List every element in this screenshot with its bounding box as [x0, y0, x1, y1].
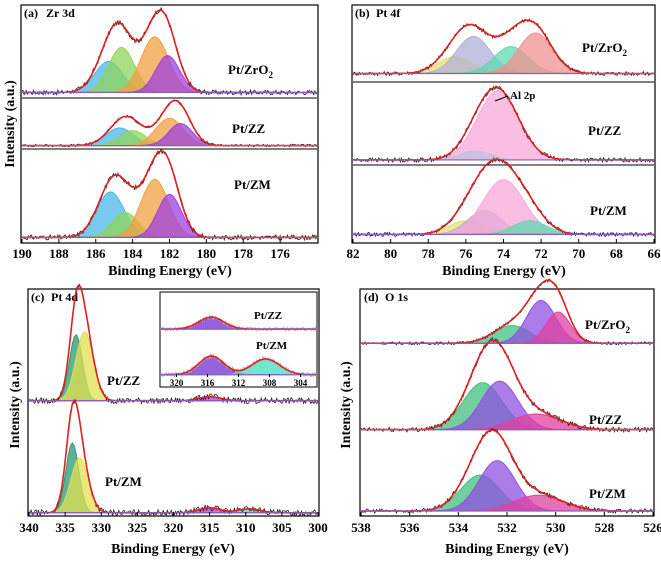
panel-b-title: Pt 4f: [376, 6, 401, 20]
x-tick-label-4: 320: [164, 520, 184, 535]
x-tick-label-8: 66: [648, 246, 661, 261]
x-tick-label-8: 300: [308, 520, 328, 535]
x-tick-label-1: 536: [400, 520, 420, 535]
panel-d-label: (d): [364, 290, 379, 304]
panel-c-sample-label-2: Pt/ZM: [105, 474, 142, 489]
panel-c-inset-plot-pt-zm: [160, 353, 317, 378]
panel-d-x-title: Binding Energy (eV): [445, 542, 569, 557]
panel-b: (b) Pt 4f Pt/ZrO2 Pt/ZZ Pt/ZM Al 2p 82 80…: [347, 4, 661, 279]
x-tick-label-5: 528: [595, 520, 615, 535]
panel-b-annotation-al2p: Al 2p: [510, 90, 535, 102]
x-tick-label-4: 304: [294, 378, 308, 388]
x-tick-label-3: 184: [123, 246, 143, 261]
panel-c-label: (c): [31, 290, 44, 304]
panel-b-plot-pt-zro2: [352, 18, 655, 77]
panel-a-x-ticks: 190 188 186 184 182 180 178 176: [12, 239, 290, 261]
panel-a-plot-pt-zz: [21, 99, 318, 148]
x-tick-label-1: 80: [384, 246, 397, 261]
fit-component-3: [22, 193, 317, 238]
x-tick-label-4: 182: [160, 246, 180, 261]
x-tick-label-0: 538: [351, 520, 371, 535]
x-tick-label-3: 532: [497, 520, 517, 535]
x-tick-label-6: 178: [234, 246, 254, 261]
x-tick-label-7: 68: [610, 246, 624, 261]
panel-b-plot-pt-zm: [352, 156, 655, 238]
panel-b-sample-label-2: Pt/ZZ: [588, 123, 622, 138]
panel-d-plot-pt-zm: [360, 428, 654, 515]
panel-b-annotation-arrow: [494, 95, 509, 102]
x-tick-label-1: 188: [49, 246, 69, 261]
x-tick-label-2: 78: [422, 246, 436, 261]
x-tick-label-0: 190: [12, 246, 32, 261]
x-tick-label-6: 70: [572, 246, 585, 261]
x-tick-label-2: 186: [86, 246, 106, 261]
panel-d-sample-label-2: Pt/ZZ: [589, 412, 623, 427]
panel-c-plot-pt-zz: [28, 283, 319, 405]
panel-d: (d) O 1s Pt/ZrO2 Pt/ZZ Pt/ZM 538 536 534 53…: [339, 278, 661, 557]
panel-a-x-title: Binding Energy (eV): [108, 264, 232, 279]
panel-c-inset-plot-pt-zz: [160, 314, 317, 333]
panel-c-inset: Pt/ZZ Pt/ZM 320 316 312 308 304: [159, 291, 318, 388]
panel-c-x-title: Binding Energy (eV): [111, 542, 235, 557]
panel-d-plot-pt-zro2: [360, 278, 654, 346]
panel-a-y-title: Intensity (a.u.): [3, 80, 18, 168]
panel-d-title: O 1s: [385, 290, 408, 304]
panel-d-y-title: Intensity (a.u.): [339, 361, 354, 449]
panel-c: (c) Pt 4d Pt/ZZ Pt/ZM Pt/ZZ Pt/ZM 320 316…: [8, 283, 328, 557]
panel-b-plot-pt-zz: [352, 85, 655, 164]
x-tick-label-3: 308: [263, 378, 277, 388]
panel-c-sample-label-1: Pt/ZZ: [107, 373, 141, 388]
panel-a-sample-label-2: Pt/ZZ: [232, 121, 266, 136]
x-tick-label-0: 340: [19, 520, 39, 535]
raw-data-line: [352, 85, 655, 164]
panel-d-x-ticks: 538 536 534 532 530 528 526: [351, 512, 661, 535]
panel-c-plot-pt-zm: [28, 398, 319, 518]
panel-c-y-title: Intensity (a.u.): [8, 361, 23, 449]
x-tick-label-1: 335: [55, 520, 75, 535]
x-tick-label-7: 305: [272, 520, 292, 535]
panel-a-plot-pt-zro2: [21, 6, 318, 97]
panel-b-sample-label-1: Pt/ZrO2: [582, 40, 627, 58]
panel-a-sample-label-3: Pt/ZM: [234, 177, 271, 192]
panel-b-x-title: Binding Energy (eV): [442, 264, 566, 279]
panel-d-sample-label-1: Pt/ZrO2: [585, 317, 630, 335]
panel-b-label: (b): [355, 6, 370, 20]
x-tick-label-1: 316: [201, 378, 215, 388]
panel-c-inset-label-1: Pt/ZZ: [254, 310, 282, 322]
panel-c-inset-x-ticks: 320 316 312 308 304: [170, 374, 308, 388]
panel-b-x-ticks: 82 80 78 76 74 72 70 68 66: [347, 239, 661, 261]
x-tick-label-2: 312: [232, 378, 246, 388]
x-tick-label-4: 74: [497, 246, 511, 261]
x-tick-label-5: 72: [535, 246, 548, 261]
x-tick-label-0: 320: [170, 378, 184, 388]
x-tick-label-5: 180: [197, 246, 217, 261]
x-tick-label-6: 526: [643, 520, 661, 535]
panel-a-plot-pt-zm: [21, 147, 318, 242]
x-tick-label-2: 534: [449, 520, 469, 535]
panel-a-sample-label-1: Pt/ZrO2: [228, 62, 273, 80]
panel-d-plot-pt-zz: [360, 337, 654, 434]
x-tick-label-3: 325: [128, 520, 148, 535]
x-tick-label-4: 530: [546, 520, 566, 535]
panel-a: (a) Zr 3d Pt/ZrO2 Pt/ZZ Pt/ZM 190 188 186 1…: [3, 4, 319, 279]
panel-a-label: (a): [24, 6, 38, 20]
x-tick-label-6: 310: [236, 520, 256, 535]
x-tick-label-0: 82: [347, 246, 360, 261]
fit-envelope-line: [161, 355, 316, 376]
panel-c-title: Pt 4d: [51, 290, 78, 304]
panel-c-x-ticks: 340 335 330 325 320 315 310 305 300: [19, 512, 328, 535]
panel-c-inset-label-2: Pt/ZM: [256, 340, 288, 352]
panel-a-title: Zr 3d: [46, 6, 75, 20]
x-tick-label-2: 330: [92, 520, 112, 535]
panel-d-sample-label-3: Pt/ZM: [589, 486, 626, 501]
x-tick-label-3: 76: [459, 246, 473, 261]
x-tick-label-7: 176: [270, 246, 290, 261]
x-tick-label-5: 315: [200, 520, 220, 535]
panel-b-sample-label-3: Pt/ZM: [590, 203, 627, 218]
